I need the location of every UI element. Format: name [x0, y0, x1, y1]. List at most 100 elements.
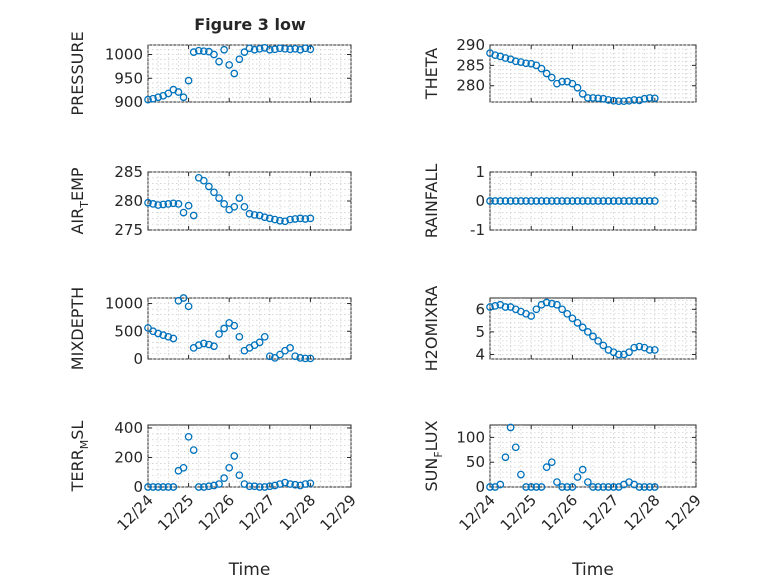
data-point: [522, 197, 530, 205]
data-point: [537, 483, 546, 491]
data-point: [154, 93, 162, 102]
data-point: [205, 482, 213, 491]
data-point: [583, 94, 592, 102]
data-point: [276, 216, 284, 225]
data-point: [281, 217, 289, 226]
data-point: [210, 50, 218, 59]
data-point: [573, 473, 582, 481]
data-point: [306, 214, 315, 223]
data-point: [620, 97, 628, 106]
data-point: [496, 480, 505, 489]
data-point: [542, 69, 551, 78]
data-point: [537, 64, 546, 73]
data-point: [573, 197, 582, 205]
data-point: [568, 483, 577, 491]
data-point: [306, 45, 315, 54]
data-point: [645, 94, 654, 102]
data-point: [517, 58, 525, 66]
data-point: [189, 446, 198, 454]
data-point: [159, 483, 168, 491]
data-point: [614, 197, 623, 205]
data-point: [281, 44, 289, 53]
data-point: [522, 483, 530, 491]
data-point: [199, 176, 208, 185]
y-tick-label: 1000: [105, 295, 143, 313]
data-point: [563, 483, 572, 491]
data-point: [594, 337, 603, 345]
data-point: [199, 339, 208, 348]
data-point: [527, 59, 536, 68]
data-point: [184, 302, 193, 311]
y-axis-label: PRESSURE: [68, 31, 87, 115]
subplot-air-temp: 275 280 285 AIRTEMP: [68, 163, 352, 239]
data-point: [245, 482, 254, 491]
data-point: [184, 76, 193, 85]
data-point: [604, 96, 613, 104]
data-point: [609, 483, 618, 491]
data-point: [235, 332, 244, 341]
data-point: [210, 188, 218, 197]
data-point: [522, 59, 530, 68]
data-point: [265, 45, 274, 54]
data-point: [301, 215, 310, 223]
data-point: [144, 198, 152, 207]
data-point: [620, 197, 628, 205]
data-point: [553, 478, 561, 486]
y-tick-label: 950: [114, 69, 143, 87]
data-point: [255, 44, 264, 53]
data-point: [558, 77, 566, 86]
data-point: [645, 483, 654, 491]
y-tick-label: 0: [475, 478, 485, 496]
y-axis-label: THETA: [422, 48, 441, 100]
data-point: [144, 95, 152, 104]
y-tick-label: 285: [114, 163, 143, 181]
y-tick-label: 1: [475, 163, 485, 181]
data-point: [650, 346, 659, 354]
data-point: [220, 45, 228, 54]
data-point: [527, 483, 536, 491]
y-tick-label: 200: [114, 448, 143, 466]
data-point: [563, 309, 572, 318]
data-point: [296, 45, 305, 54]
data-point: [159, 200, 168, 209]
y-tick-label: 0: [133, 350, 143, 368]
data-point: [501, 303, 510, 311]
data-point: [594, 197, 603, 205]
data-point: [604, 197, 613, 205]
data-point: [286, 344, 294, 352]
data-point: [630, 96, 639, 104]
data-point: [486, 197, 494, 205]
data-point: [164, 332, 173, 341]
y-tick-label: 6: [475, 300, 485, 318]
data-point: [276, 350, 284, 359]
data-point: [625, 197, 633, 205]
y-tick-label: 100: [456, 428, 485, 446]
data-point: [255, 211, 264, 220]
data-point: [296, 214, 305, 223]
data-point: [215, 194, 223, 202]
data-point: [230, 69, 239, 78]
x-axis-label: Time: [228, 560, 271, 580]
data-point: [230, 452, 239, 460]
data-point: [501, 453, 510, 462]
data-point: [486, 483, 494, 491]
data-point: [614, 350, 623, 359]
data-point: [547, 197, 556, 205]
data-point: [599, 197, 608, 205]
data-point: [645, 346, 654, 354]
y-tick-label: 0: [475, 192, 485, 210]
data-point: [542, 298, 551, 307]
data-point: [210, 342, 218, 351]
data-point: [220, 200, 228, 208]
data-point: [640, 94, 649, 103]
data-point: [149, 94, 157, 103]
data-point: [194, 341, 203, 349]
data-point: [260, 483, 269, 491]
data-point: [184, 201, 193, 210]
data-point: [291, 352, 300, 361]
data-point: [491, 51, 499, 60]
y-tick-label: 285: [456, 56, 485, 74]
data-point: [260, 213, 269, 222]
y-tick-label: 4: [475, 345, 485, 363]
